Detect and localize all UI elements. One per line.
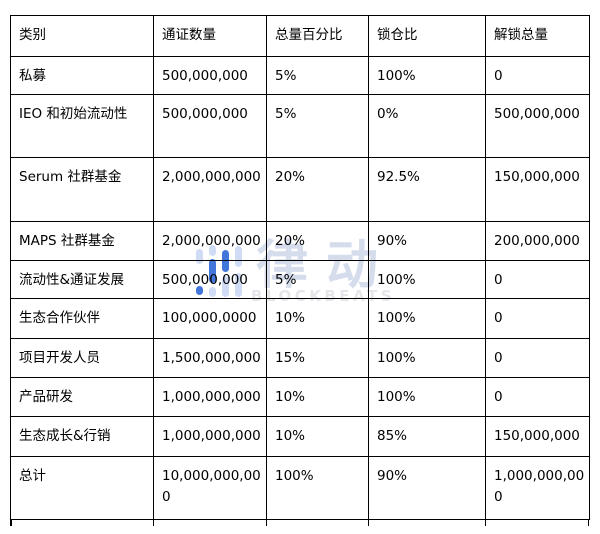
cell-unlocked-amount: 0 — [485, 338, 590, 378]
cell-unlocked-amount: 0 — [485, 260, 590, 299]
cell-category: 流动性&通证发展 — [10, 260, 154, 299]
table-row: 项目开发人员 1,500,000,000 15% 100% 0 — [10, 338, 590, 378]
table-row: MAPS 社群基金 2,000,000,000 20% 90% 200,000,… — [10, 221, 590, 261]
cell-unlocked-amount: 200,000,000 — [485, 221, 590, 261]
cell-token-amount: 1,500,000,000 — [153, 338, 267, 378]
cell-total-percent: 5% — [266, 56, 369, 95]
cell-lock-ratio: 100% — [368, 56, 486, 95]
cell-category: 产品研发 — [10, 377, 154, 417]
token-allocation-table: 类别 通证数量 总量百分比 锁仓比 解锁总量 私募 500,000,000 5%… — [10, 15, 590, 520]
cell-category: 私募 — [10, 56, 154, 95]
data-table: 类别 通证数量 总量百分比 锁仓比 解锁总量 私募 500,000,000 5%… — [10, 15, 590, 520]
column-header-category: 类别 — [10, 15, 154, 57]
cell-token-amount: 500,000,000 — [153, 94, 267, 158]
cell-total-percent: 100% — [266, 456, 369, 520]
table-row: 流动性&通证发展 500,000,000 5% 100% 0 — [10, 260, 590, 299]
cell-category: 生态合作伙伴 — [10, 298, 154, 339]
cell-unlocked-amount: 0 — [485, 56, 590, 95]
cell-category: IEO 和初始流动性 — [10, 94, 154, 158]
cell-lock-ratio: 92.5% — [368, 157, 486, 222]
table-row: Serum 社群基金 2,000,000,000 20% 92.5% 150,0… — [10, 157, 590, 222]
cell-token-amount: 1,000,000,000 — [153, 416, 267, 457]
table-row-total: 总计 10,000,000,000 100% 90% 1,000,000,000 — [10, 456, 590, 520]
column-header-token-amount: 通证数量 — [153, 15, 267, 57]
cell-token-amount: 2,000,000,000 — [153, 157, 267, 222]
table-row: 私募 500,000,000 5% 100% 0 — [10, 56, 590, 95]
cell-unlocked-amount: 0 — [485, 377, 590, 417]
table-border-stub — [10, 519, 12, 526]
cell-total-percent: 10% — [266, 298, 369, 339]
table-row: 生态成长&行销 1,000,000,000 10% 85% 150,000,00… — [10, 416, 590, 457]
cell-token-amount: 100,000,0000 — [153, 298, 267, 339]
cell-category: 生态成长&行销 — [10, 416, 154, 457]
cell-token-amount: 500,000,000 — [153, 56, 267, 95]
cell-total-percent: 15% — [266, 338, 369, 378]
cell-category: 总计 — [10, 456, 154, 520]
cell-unlocked-amount: 1,000,000,000 — [485, 456, 590, 520]
cell-lock-ratio: 0% — [368, 94, 486, 158]
table-row: 产品研发 1,000,000,000 10% 100% 0 — [10, 377, 590, 417]
cell-lock-ratio: 100% — [368, 338, 486, 378]
cell-lock-ratio: 85% — [368, 416, 486, 457]
cell-total-percent: 10% — [266, 377, 369, 417]
cell-unlocked-amount: 150,000,000 — [485, 416, 590, 457]
cell-unlocked-amount: 0 — [485, 298, 590, 339]
cell-lock-ratio: 100% — [368, 260, 486, 299]
cell-token-amount: 2,000,000,000 — [153, 221, 267, 261]
cell-category: MAPS 社群基金 — [10, 221, 154, 261]
cell-lock-ratio: 100% — [368, 377, 486, 417]
table-border-stub — [265, 519, 267, 526]
cell-total-percent: 5% — [266, 94, 369, 158]
table-border-stub — [152, 519, 154, 526]
column-header-total-percent: 总量百分比 — [266, 15, 369, 57]
cell-token-amount: 500,000,000 — [153, 260, 267, 299]
column-header-unlocked-amount: 解锁总量 — [485, 15, 590, 57]
cell-total-percent: 10% — [266, 416, 369, 457]
table-border-stub — [367, 519, 369, 526]
cell-category: 项目开发人员 — [10, 338, 154, 378]
cell-category: Serum 社群基金 — [10, 157, 154, 222]
cell-lock-ratio: 90% — [368, 221, 486, 261]
cell-token-amount: 10,000,000,000 — [153, 456, 267, 520]
cell-lock-ratio: 100% — [368, 298, 486, 339]
column-header-lock-ratio: 锁仓比 — [368, 15, 486, 57]
header-row: 类别 通证数量 总量百分比 锁仓比 解锁总量 — [10, 15, 590, 57]
cell-lock-ratio: 90% — [368, 456, 486, 520]
table-row: IEO 和初始流动性 500,000,000 5% 0% 500,000,000 — [10, 94, 590, 158]
table-border-stub — [484, 519, 486, 526]
cell-total-percent: 20% — [266, 221, 369, 261]
cell-unlocked-amount: 150,000,000 — [485, 157, 590, 222]
table-border-stub — [587, 519, 589, 526]
cell-total-percent: 5% — [266, 260, 369, 299]
table-row: 生态合作伙伴 100,000,0000 10% 100% 0 — [10, 298, 590, 339]
cell-total-percent: 20% — [266, 157, 369, 222]
cell-token-amount: 1,000,000,000 — [153, 377, 267, 417]
cell-unlocked-amount: 500,000,000 — [485, 94, 590, 158]
